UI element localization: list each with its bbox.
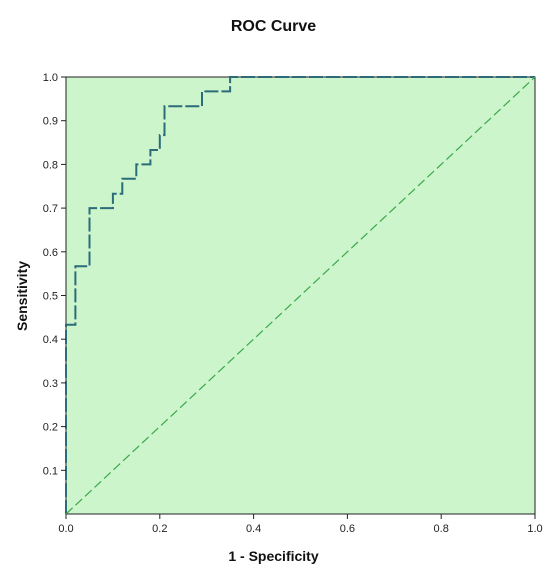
x-tick-label: 0.6 (340, 523, 355, 535)
y-tick-label: 0.9 (43, 116, 58, 128)
x-tick-label: 0.8 (434, 523, 449, 535)
y-tick-label: 1.0 (43, 72, 58, 84)
y-tick-label: 0.8 (43, 159, 58, 171)
y-axis-label: Sensitivity (14, 260, 30, 332)
x-tick-label: 0.4 (246, 523, 261, 535)
y-tick-label: 0.7 (43, 203, 58, 215)
x-tick-label: 0.0 (58, 523, 73, 535)
y-tick-label: 0.5 (43, 291, 58, 303)
y-tick-label: 0.3 (43, 378, 58, 390)
x-tick-label: 1.0 (527, 523, 542, 535)
y-tick-label: 0.2 (43, 422, 58, 434)
y-tick-label: 0.4 (43, 334, 58, 346)
chart-title: ROC Curve (230, 18, 317, 35)
y-tick-label: 0.1 (43, 465, 58, 477)
x-tick-label: 0.2 (152, 523, 167, 535)
reference-diagonal-line (65, 76, 536, 515)
y-tick-label: 0.6 (43, 247, 58, 259)
x-axis-label: 1 - Specificity (228, 548, 319, 564)
roc-curve-line (65, 76, 535, 514)
